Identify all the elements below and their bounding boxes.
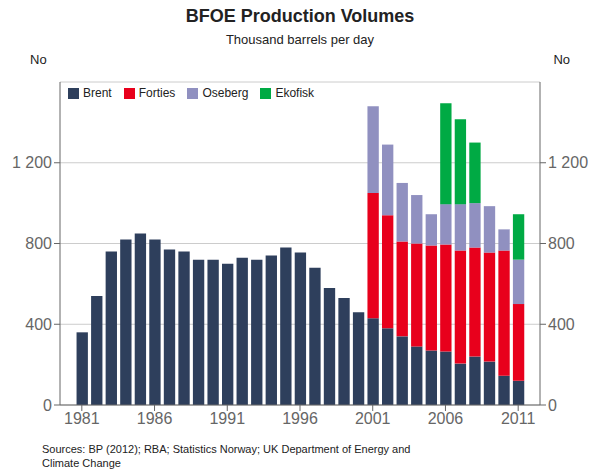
svg-text:1 200: 1 200 [548, 154, 588, 171]
svg-text:1981: 1981 [64, 410, 100, 427]
svg-text:1996: 1996 [282, 410, 318, 427]
html-text:Oseberg: Oseberg [202, 86, 249, 100]
svg-text:1986: 1986 [137, 410, 173, 427]
svg-text:2006: 2006 [428, 410, 464, 427]
html-text:No: No [553, 52, 570, 67]
html-text:Ekofisk: Ekofisk [275, 86, 315, 100]
svg-text:2011: 2011 [501, 410, 536, 427]
html-text:BFOE Production Volumes: BFOE Production Volumes [185, 6, 415, 26]
svg-text:800: 800 [25, 235, 52, 252]
svg-text:2001: 2001 [355, 410, 391, 427]
html-text:Brent: Brent [83, 86, 112, 100]
html-text:Sources: BP (2012); RBA; Stati: Sources: BP (2012); RBA; Statistics Norw… [42, 443, 411, 469]
svg-text:800: 800 [548, 235, 575, 252]
svg-text:400: 400 [548, 316, 575, 333]
svg-text:400: 400 [25, 316, 52, 333]
svg-text:0: 0 [548, 397, 557, 414]
svg-text:1 200: 1 200 [12, 154, 52, 171]
svg-text:0: 0 [43, 397, 52, 414]
svg-text:1991: 1991 [209, 410, 245, 427]
html-text:Thousand barrels per day: Thousand barrels per day [225, 32, 375, 47]
html-text:No: No [30, 52, 47, 67]
html-text:Forties: Forties [138, 86, 176, 100]
